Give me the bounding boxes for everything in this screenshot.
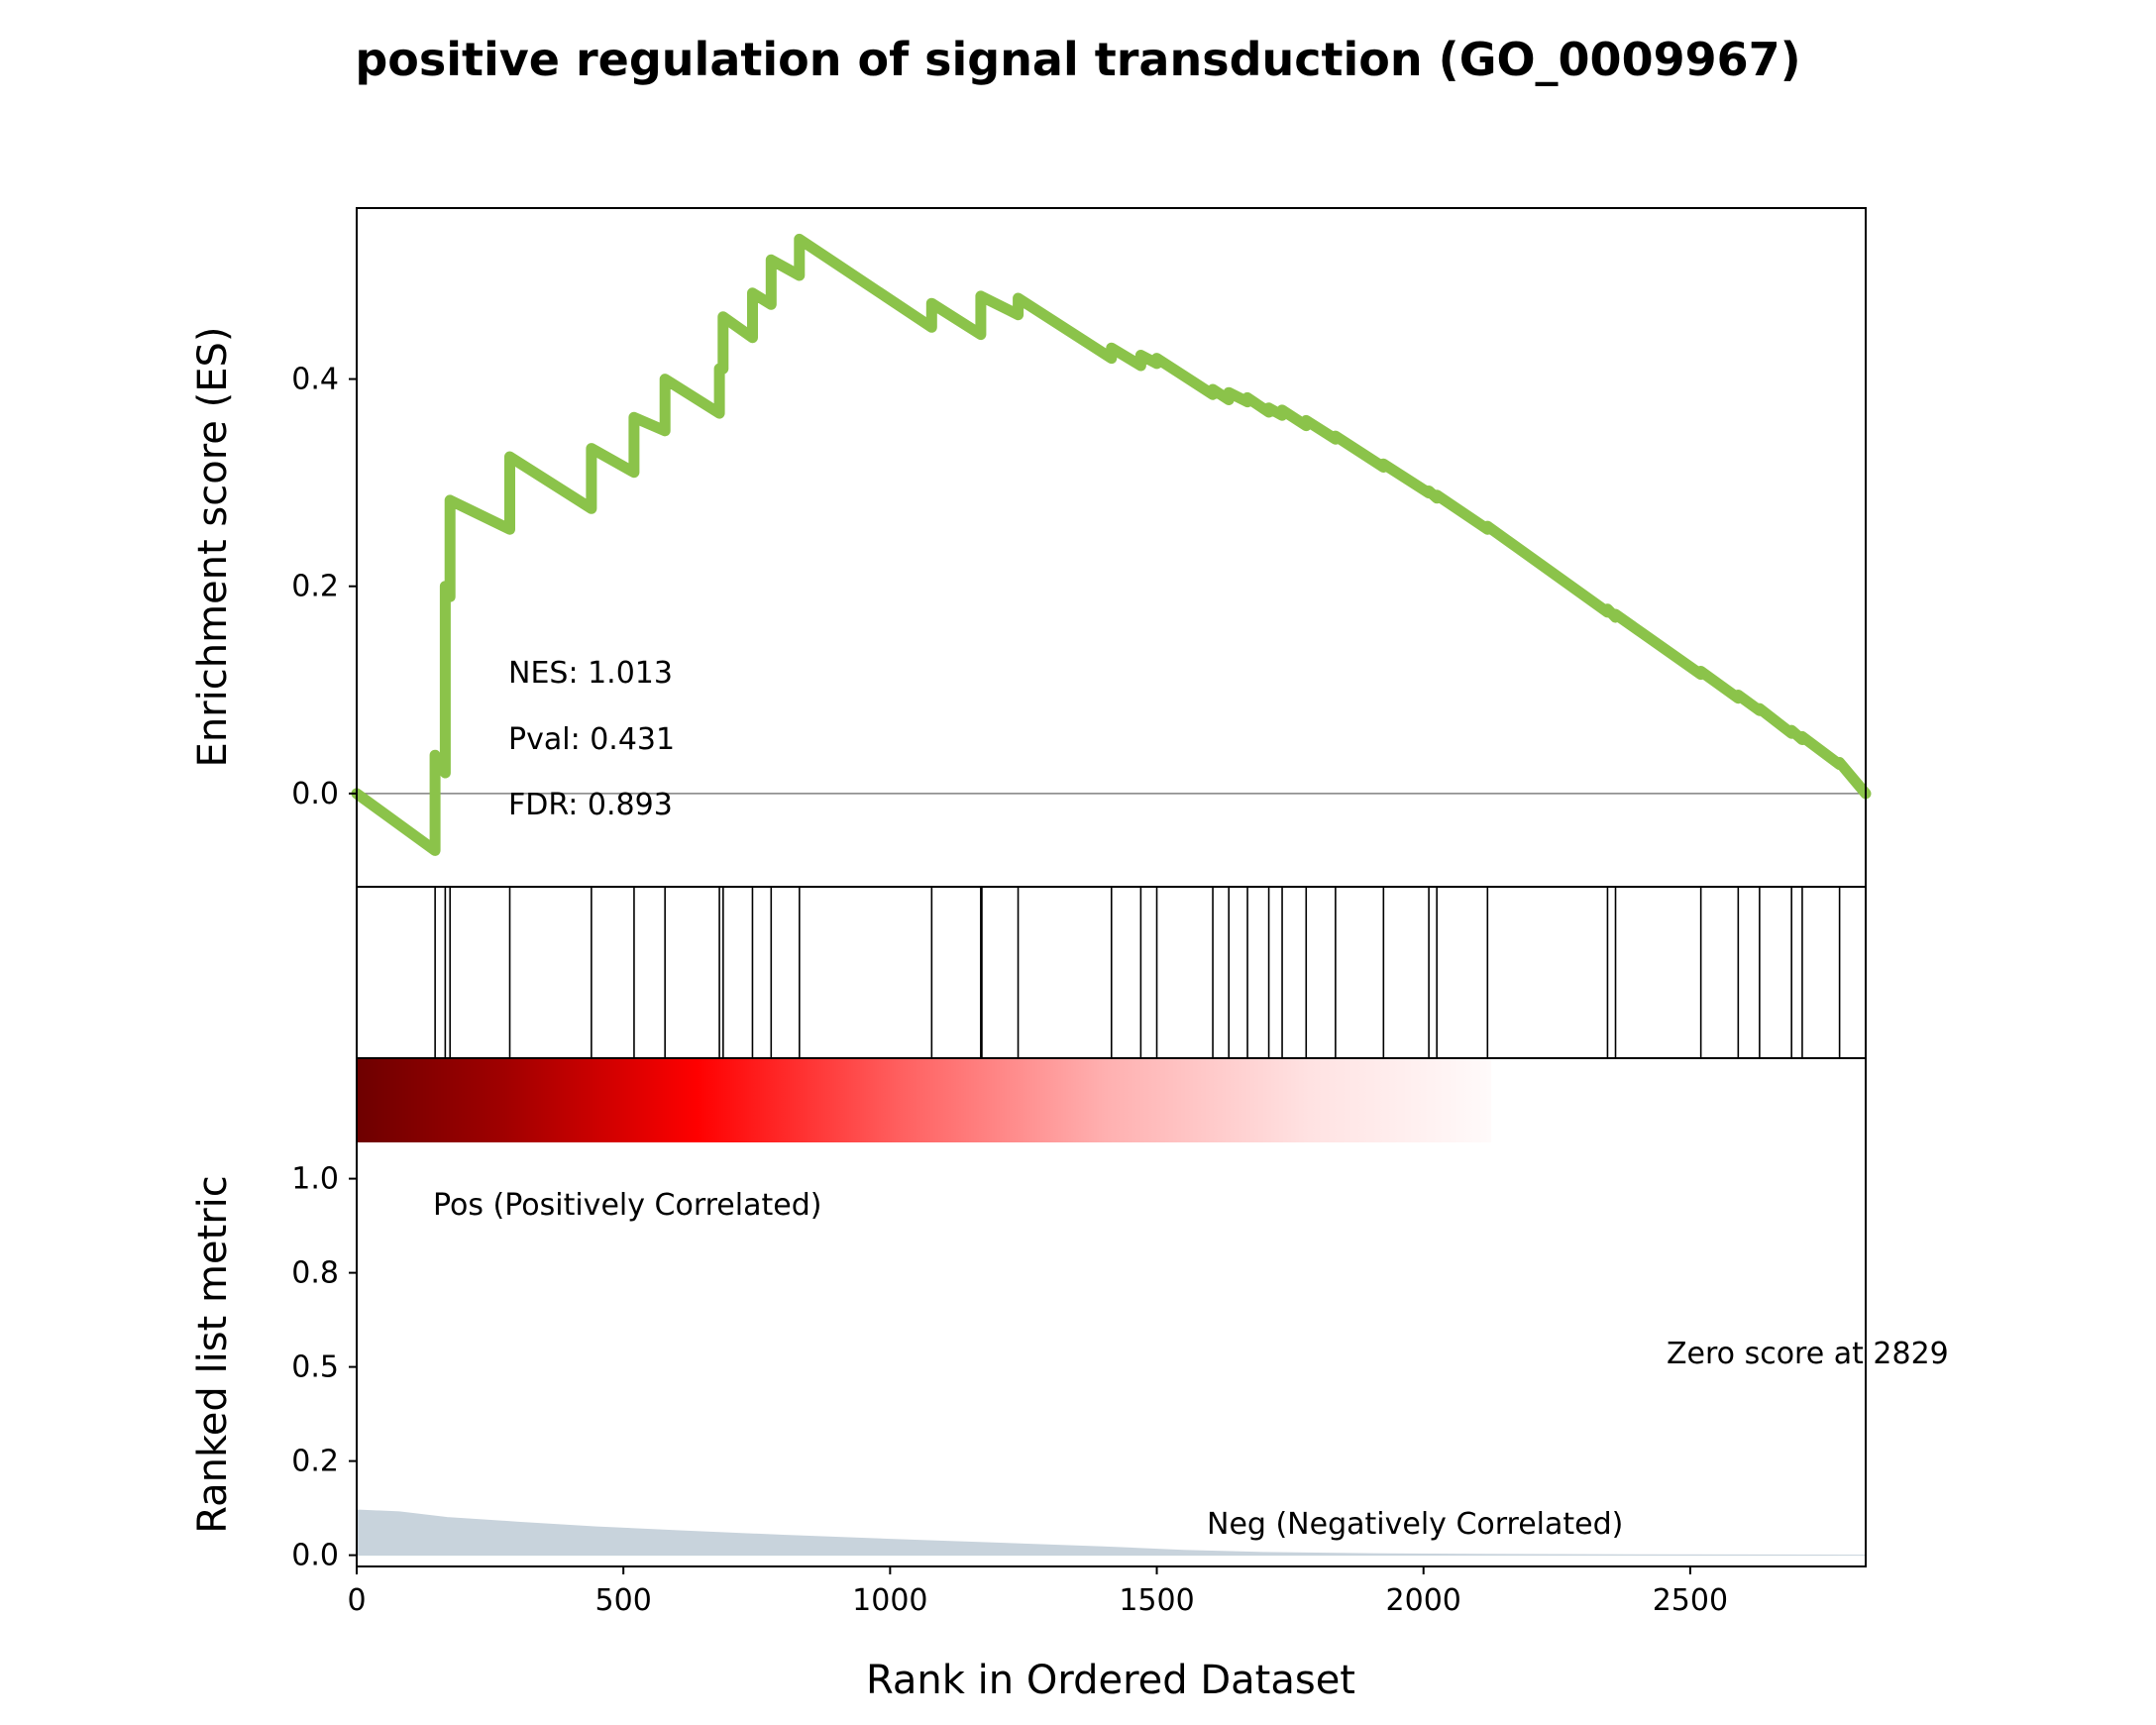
es-curve [351, 233, 1872, 856]
x-tick-label: 2000 [1386, 1583, 1461, 1618]
chart-title: positive regulation of signal transducti… [355, 33, 1800, 86]
rank-panel: 0.0 0.2 0.5 0.8 1.0 Pos (Positively Correlat… [190, 1057, 1949, 1573]
nes-stat: NES: 1.013 [508, 656, 673, 691]
x-tick-label: 1000 [852, 1583, 927, 1618]
es-panel: 0.0 0.2 0.4 NES: 1.013 Pval: 0.431 FDR: 0.… [190, 207, 1872, 888]
rank-y-tick-label: 0.8 [291, 1256, 339, 1291]
pval-stat: Pval: 0.431 [508, 722, 675, 757]
x-tick-label: 0 [347, 1583, 366, 1618]
neg-label: Neg (Negatively Correlated) [1207, 1507, 1623, 1542]
es-series-line [351, 233, 1872, 856]
x-axis-label: Rank in Ordered Dataset [866, 1658, 1355, 1703]
ranked-metric-fill [356, 1509, 1867, 1557]
rank-y-tick-label: 1.0 [291, 1162, 339, 1197]
zero-score-label: Zero score at 2829 [1667, 1337, 1949, 1371]
rank-y-axis-label: Ranked list metric [190, 1175, 236, 1534]
x-tick-label: 1500 [1119, 1583, 1194, 1618]
x-axis-ticks: 0 500 1000 1500 2000 2500 [347, 1566, 1728, 1618]
rank-panel-frame [356, 1057, 1867, 1567]
es-panel-frame [356, 207, 1867, 888]
rank-y-tick-label: 0.5 [291, 1350, 339, 1385]
es-y-tick-label: 0.4 [291, 363, 339, 397]
es-y-ticks: 0.0 0.2 0.4 [291, 363, 357, 811]
x-tick-label: 2500 [1653, 1583, 1728, 1618]
pos-label: Pos (Positively Correlated) [433, 1188, 821, 1223]
ranked-metric-area [356, 1509, 1867, 1557]
rank-y-tick-label: 0.0 [291, 1539, 339, 1573]
rank-y-ticks: 0.0 0.2 0.5 0.8 1.0 [291, 1162, 357, 1573]
x-tick-label: 500 [595, 1583, 652, 1618]
hits-panel [356, 886, 1867, 1059]
es-y-tick-label: 0.2 [291, 570, 339, 604]
es-y-axis-label: Enrichment score (ES) [190, 327, 236, 768]
correlation-heatmap-bar [357, 1058, 1491, 1142]
fdr-stat: FDR: 0.893 [508, 788, 673, 822]
es-y-tick-label: 0.0 [291, 777, 339, 811]
rank-y-tick-label: 0.2 [291, 1445, 339, 1479]
hit-markers [434, 887, 1841, 1058]
